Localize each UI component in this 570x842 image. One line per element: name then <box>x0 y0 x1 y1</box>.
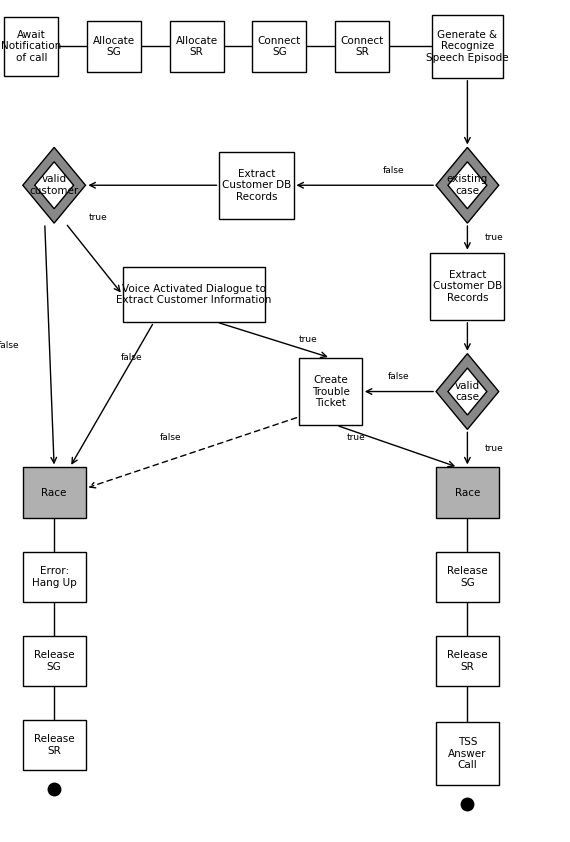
Polygon shape <box>436 354 499 429</box>
Polygon shape <box>448 162 487 209</box>
Text: true: true <box>484 444 503 453</box>
Text: false: false <box>382 167 404 175</box>
Polygon shape <box>436 147 499 223</box>
Text: Release
SR: Release SR <box>447 650 488 672</box>
Text: valid
customer: valid customer <box>30 174 79 196</box>
Text: false: false <box>388 372 410 381</box>
FancyBboxPatch shape <box>23 720 86 770</box>
Polygon shape <box>448 368 487 415</box>
Text: Release
SG: Release SG <box>34 650 75 672</box>
FancyBboxPatch shape <box>432 14 503 77</box>
Text: Race: Race <box>42 488 67 498</box>
FancyBboxPatch shape <box>436 467 499 518</box>
Text: Create
Trouble
Ticket: Create Trouble Ticket <box>312 375 349 408</box>
Text: Generate &
Recognize
Speech Episode: Generate & Recognize Speech Episode <box>426 29 508 63</box>
Text: Release
SR: Release SR <box>34 734 75 756</box>
Text: Release
SG: Release SG <box>447 566 488 588</box>
Text: Connect
SR: Connect SR <box>340 35 384 57</box>
FancyBboxPatch shape <box>87 21 141 72</box>
Text: true: true <box>484 233 503 242</box>
FancyBboxPatch shape <box>170 21 223 72</box>
FancyBboxPatch shape <box>252 21 307 72</box>
Text: true: true <box>88 213 107 221</box>
FancyBboxPatch shape <box>4 17 59 76</box>
FancyBboxPatch shape <box>219 152 294 219</box>
Text: Error:
Hang Up: Error: Hang Up <box>32 566 76 588</box>
Text: true: true <box>299 335 317 344</box>
Text: Voice Activated Dialogue to
Extract Customer Information: Voice Activated Dialogue to Extract Cust… <box>116 284 271 306</box>
Polygon shape <box>35 162 74 209</box>
Text: Extract
Customer DB
Records: Extract Customer DB Records <box>433 269 502 303</box>
FancyBboxPatch shape <box>436 552 499 602</box>
Text: true: true <box>347 434 365 442</box>
FancyBboxPatch shape <box>436 722 499 785</box>
FancyBboxPatch shape <box>436 636 499 686</box>
FancyBboxPatch shape <box>23 636 86 686</box>
Text: Connect
SG: Connect SG <box>258 35 301 57</box>
FancyBboxPatch shape <box>23 552 86 602</box>
Text: Await
Notification
of call: Await Notification of call <box>1 29 62 63</box>
Text: valid
case: valid case <box>455 381 480 402</box>
Text: TSS
Answer
Call: TSS Answer Call <box>448 737 487 770</box>
Polygon shape <box>23 147 86 223</box>
FancyBboxPatch shape <box>23 467 86 518</box>
Text: Allocate
SG: Allocate SG <box>93 35 135 57</box>
Text: false: false <box>120 354 142 362</box>
Text: false: false <box>160 434 182 442</box>
Text: false: false <box>0 341 19 349</box>
FancyBboxPatch shape <box>335 21 389 72</box>
FancyBboxPatch shape <box>123 267 265 322</box>
Text: existing
case: existing case <box>447 174 488 196</box>
Text: Race: Race <box>455 488 480 498</box>
FancyBboxPatch shape <box>430 253 504 320</box>
Text: Extract
Customer DB
Records: Extract Customer DB Records <box>222 168 291 202</box>
Text: Allocate
SR: Allocate SR <box>176 35 218 57</box>
FancyBboxPatch shape <box>299 358 362 425</box>
